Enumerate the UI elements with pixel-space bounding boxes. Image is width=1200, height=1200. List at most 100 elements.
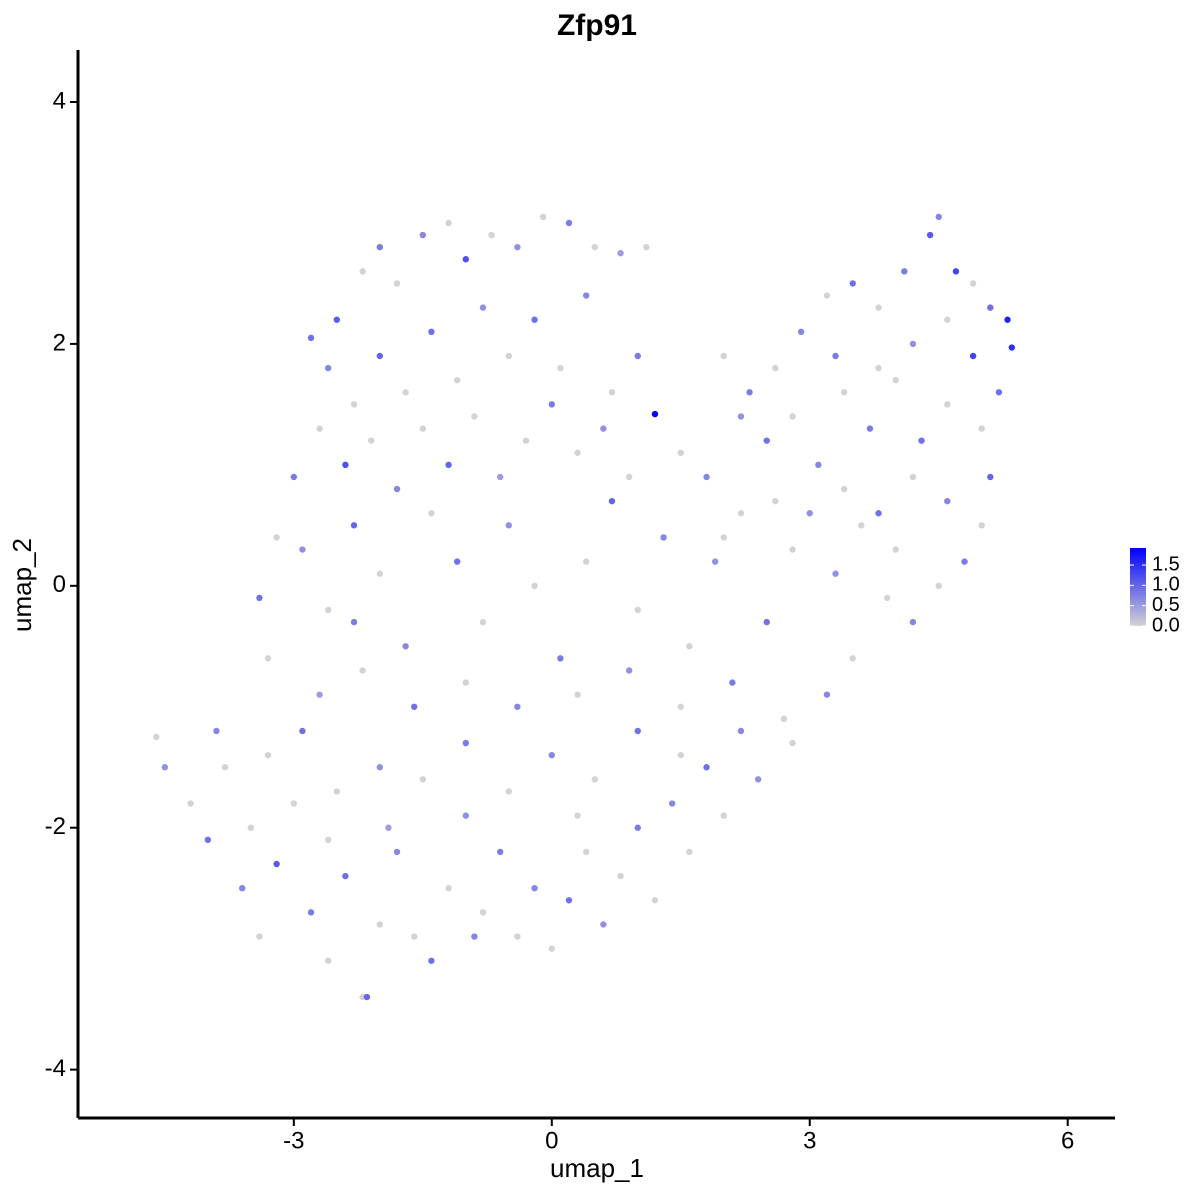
point — [600, 425, 607, 432]
point — [754, 776, 762, 783]
point — [256, 594, 263, 602]
color-tick-label: 1.0 — [1152, 574, 1180, 596]
point — [342, 872, 349, 880]
point — [866, 425, 874, 432]
point — [651, 897, 659, 904]
point — [204, 836, 212, 844]
point — [350, 522, 358, 529]
point — [582, 848, 590, 856]
point — [686, 848, 693, 856]
color-tick-label: 0.0 — [1152, 614, 1180, 636]
y-tick-label: -2 — [45, 813, 66, 840]
point — [299, 546, 306, 553]
point — [376, 764, 384, 771]
point — [772, 497, 779, 505]
point — [471, 413, 478, 420]
point — [789, 413, 796, 420]
point — [333, 788, 341, 795]
point — [677, 703, 684, 710]
point — [368, 437, 375, 444]
point — [720, 534, 727, 541]
point — [264, 655, 272, 662]
point — [479, 304, 487, 311]
point — [832, 352, 839, 360]
y-tick-label: 0 — [53, 571, 66, 598]
point — [153, 733, 160, 741]
point — [944, 497, 951, 505]
point — [634, 606, 641, 614]
point — [909, 473, 917, 481]
point — [875, 510, 882, 517]
point — [780, 715, 788, 723]
point — [342, 461, 349, 469]
point — [918, 437, 925, 444]
point — [909, 618, 917, 626]
point — [514, 933, 521, 940]
point — [471, 933, 478, 940]
point — [419, 231, 427, 239]
point — [892, 546, 899, 553]
point — [247, 824, 255, 831]
point — [737, 413, 745, 420]
point — [978, 425, 985, 432]
point — [969, 280, 977, 287]
point — [213, 727, 220, 735]
color-bar — [1130, 548, 1146, 626]
x-tick-label: 6 — [1061, 1127, 1074, 1154]
point — [496, 473, 504, 481]
point — [961, 558, 968, 565]
point — [634, 824, 641, 831]
point — [849, 280, 856, 287]
point — [462, 812, 470, 819]
point — [677, 751, 684, 759]
point — [883, 594, 891, 602]
point — [763, 437, 770, 444]
point — [763, 618, 770, 626]
y-tick-label: 4 — [53, 87, 66, 114]
point — [445, 461, 452, 469]
point — [823, 292, 831, 299]
point — [462, 739, 470, 747]
point — [815, 461, 822, 469]
point — [428, 957, 435, 964]
point — [849, 655, 856, 662]
point — [187, 800, 194, 807]
point — [832, 570, 839, 577]
point — [737, 727, 745, 735]
x-tick-label: 0 — [545, 1127, 558, 1154]
point — [969, 352, 977, 360]
point — [858, 522, 865, 529]
point — [325, 364, 332, 372]
point — [445, 884, 452, 892]
point — [239, 884, 246, 892]
point — [325, 957, 332, 964]
point — [557, 364, 564, 372]
point — [591, 243, 598, 251]
point — [479, 618, 487, 626]
point — [608, 497, 616, 505]
point — [531, 316, 538, 323]
point — [419, 425, 427, 432]
x-tick-label: -3 — [283, 1127, 304, 1154]
point — [539, 213, 547, 221]
point — [325, 606, 332, 614]
point — [944, 401, 951, 408]
point — [995, 389, 1003, 396]
point — [256, 933, 263, 940]
x-axis-title: umap_1 — [550, 1153, 644, 1183]
point — [393, 280, 401, 287]
point — [376, 570, 384, 577]
point — [496, 848, 504, 856]
point — [565, 219, 573, 227]
point — [875, 304, 882, 311]
color-tick-label: 0.5 — [1152, 594, 1180, 616]
point — [307, 334, 315, 342]
point — [505, 788, 512, 795]
point — [363, 993, 371, 1001]
point — [479, 909, 487, 916]
point — [600, 921, 607, 928]
point — [316, 691, 323, 698]
point — [402, 643, 409, 650]
point — [892, 376, 899, 384]
